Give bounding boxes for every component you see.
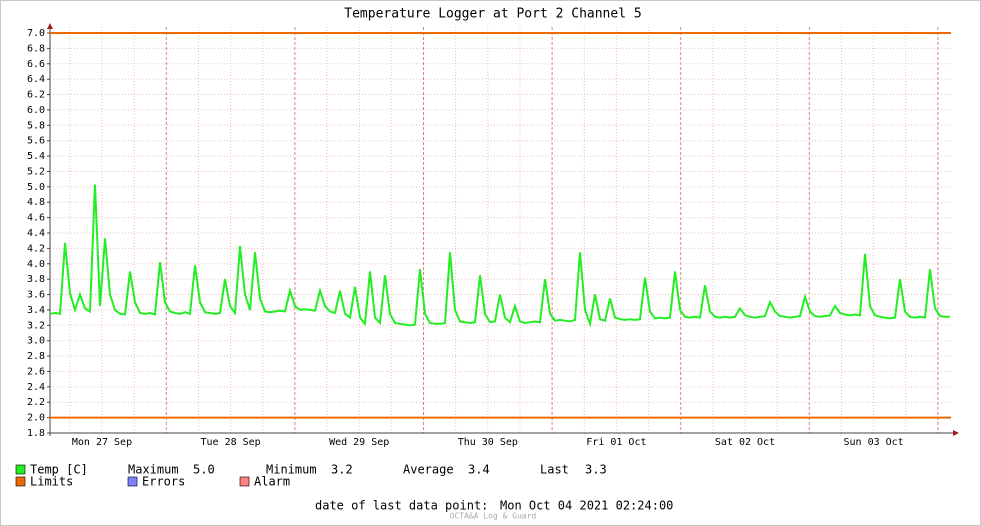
- stat-label: Average: [403, 463, 454, 477]
- y-tick-label: 3.2: [27, 320, 45, 331]
- x-tick-label: Fri 01 Oct: [586, 437, 646, 448]
- x-tick-label: Tue 28 Sep: [200, 437, 260, 448]
- chart-title: Temperature Logger at Port 2 Channel 5: [344, 7, 641, 22]
- stat-value: 5.0: [193, 463, 215, 477]
- y-tick-label: 6.8: [27, 43, 45, 54]
- y-tick-label: 4.2: [27, 243, 45, 254]
- y-tick-label: 6.2: [27, 90, 45, 101]
- x-tick-label: Sat 02 Oct: [715, 437, 775, 448]
- y-tick-label: 4.4: [27, 228, 45, 239]
- legend-label: Limits: [30, 475, 73, 489]
- y-tick-label: 2.0: [27, 413, 45, 424]
- stat-value: 3.2: [331, 463, 353, 477]
- y-tick-label: 4.0: [27, 259, 45, 270]
- y-tick-label: 5.0: [27, 182, 45, 193]
- y-tick-label: 6.0: [27, 105, 45, 116]
- y-axis-arrow: [47, 23, 53, 29]
- legend-swatch: [239, 476, 250, 487]
- x-tick-label: Wed 29 Sep: [329, 437, 389, 448]
- y-tick-label: 3.4: [27, 305, 45, 316]
- y-tick-label: 5.2: [27, 166, 45, 177]
- y-tick-label: 4.8: [27, 197, 45, 208]
- watermark: OCTA&A Log & Guard: [450, 512, 537, 521]
- y-tick-label: 5.4: [27, 151, 45, 162]
- y-tick-label: 7.0: [27, 28, 45, 39]
- x-tick-label: Mon 27 Sep: [72, 437, 132, 448]
- y-tick-label: 1.8: [27, 428, 45, 439]
- y-tick-label: 2.4: [27, 382, 45, 393]
- stat-value: 3.4: [468, 463, 490, 477]
- y-tick-label: 3.8: [27, 274, 45, 285]
- data-line: [49, 184, 950, 328]
- legend-label: Temp [C]: [30, 463, 88, 477]
- x-tick-label: Sun 03 Oct: [843, 437, 903, 448]
- y-tick-label: 6.4: [27, 74, 45, 85]
- stat-label: Minimum: [266, 463, 317, 477]
- legend-label: Errors: [142, 475, 185, 489]
- footer-label: date of last data point:: [315, 499, 488, 513]
- footer-value: Mon Oct 04 2021 02:24:00: [500, 499, 673, 513]
- y-tick-label: 3.0: [27, 336, 45, 347]
- stat-value: 3.3: [585, 463, 607, 477]
- legend-swatch: [15, 476, 26, 487]
- y-tick-label: 5.6: [27, 136, 45, 147]
- legend-swatch: [15, 464, 26, 475]
- x-axis-arrow: [953, 430, 959, 436]
- y-tick-label: 2.6: [27, 366, 45, 377]
- legend-swatch: [127, 476, 138, 487]
- legend-label: Alarm: [254, 475, 290, 489]
- stat-label: Last: [540, 463, 569, 477]
- stat-label: Maximum: [128, 463, 179, 477]
- y-tick-label: 2.8: [27, 351, 45, 362]
- y-tick-label: 4.6: [27, 213, 45, 224]
- x-tick-label: Thu 30 Sep: [458, 437, 518, 448]
- y-tick-label: 3.6: [27, 290, 45, 301]
- y-tick-label: 5.8: [27, 120, 45, 131]
- y-tick-label: 6.6: [27, 59, 45, 70]
- y-tick-label: 2.2: [27, 397, 45, 408]
